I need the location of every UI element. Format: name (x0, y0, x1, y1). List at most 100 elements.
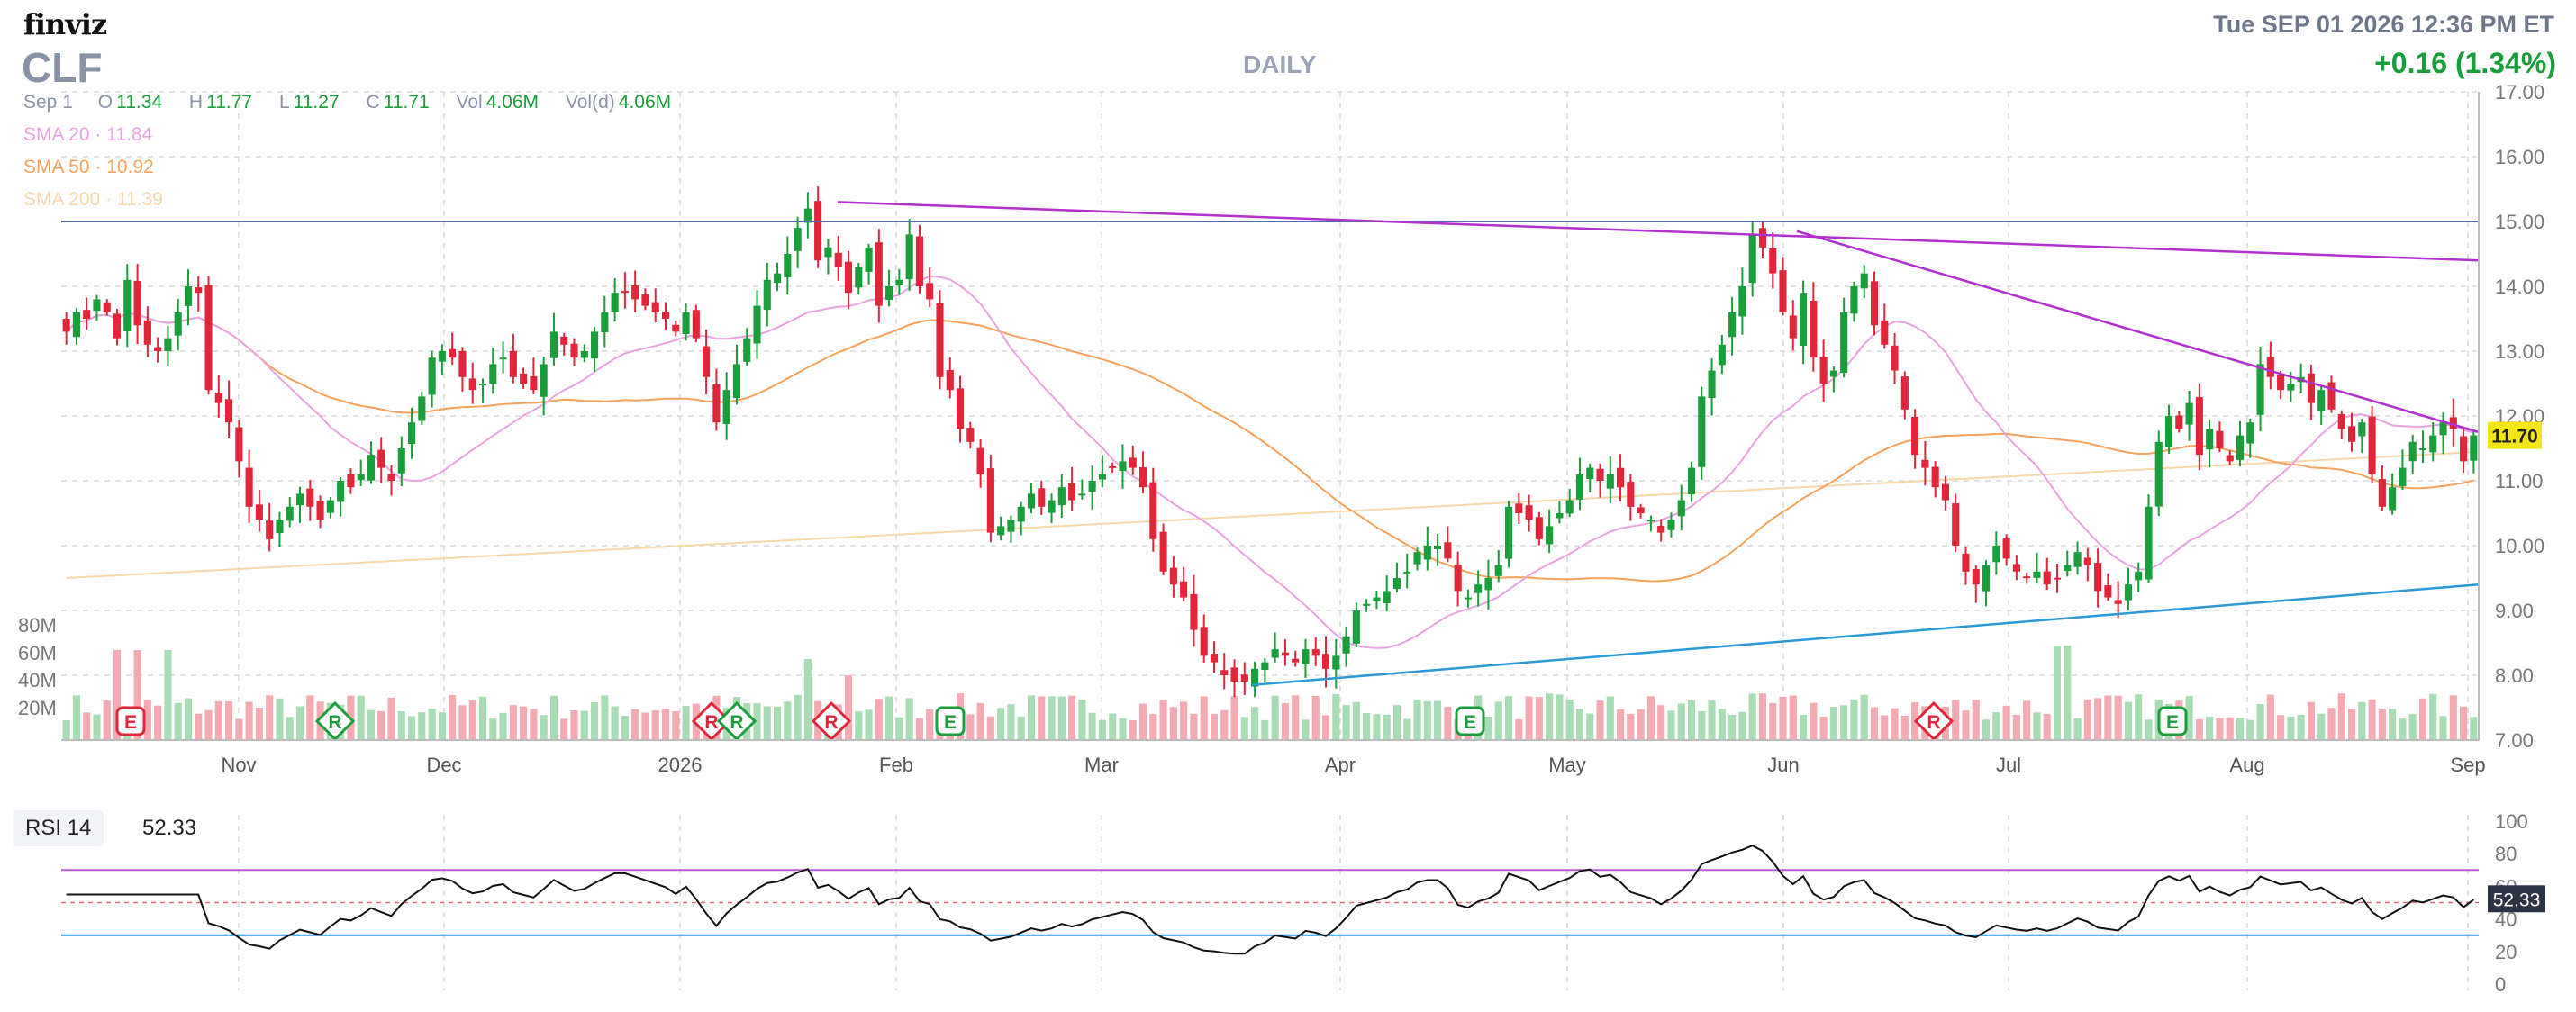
rsi-last-badge (2488, 885, 2545, 913)
candle-body (803, 208, 812, 223)
volume-bar (1220, 709, 1229, 740)
candle-body (1434, 546, 1442, 550)
candle-body (1504, 506, 1513, 559)
candle-body (1758, 228, 1767, 248)
candle-body (936, 303, 944, 377)
sma20-legend[interactable]: SMA 20 · 11.84 (23, 124, 153, 145)
volume-bar (1392, 705, 1401, 740)
high-label: H (188, 92, 204, 113)
ticker-symbol: CLF (22, 44, 103, 91)
volume-bar (2287, 716, 2295, 740)
x-tick-label: Jun (1767, 754, 1799, 776)
volume-bar (1088, 712, 1096, 740)
rsi-indicator-label[interactable]: RSI 14 (13, 810, 104, 846)
volume-bar (641, 712, 649, 740)
volume-bar (1606, 696, 1614, 740)
volume-bar (428, 709, 436, 740)
volume-bar (1200, 696, 1208, 740)
low-label: L (278, 92, 290, 113)
volume-bar (2185, 696, 2193, 740)
volume-bar (651, 710, 659, 740)
candle-body (651, 302, 659, 312)
candle-body (377, 449, 385, 468)
candle-body (2185, 402, 2193, 425)
volume-bar (468, 700, 476, 740)
candle-body (2460, 436, 2468, 462)
volume-bar (1180, 701, 1188, 740)
volume-tick-label: 80M (18, 614, 57, 637)
volume-bar (1962, 710, 1970, 740)
y-tick-label: 15.00 (2495, 211, 2544, 233)
candle-body (245, 467, 253, 507)
volume-tick-label: 40M (18, 669, 57, 691)
x-tick-label: May (1548, 754, 1586, 776)
chart-period[interactable]: DAILY (1243, 50, 1317, 78)
candle-body (2064, 565, 2072, 572)
candle-body (103, 302, 111, 312)
y-tick-label: 14.00 (2495, 276, 2544, 298)
candle-body (712, 384, 721, 423)
event-marker-letter: R (328, 712, 341, 733)
y-tick-label: 13.00 (2495, 340, 2544, 363)
volume-bar (83, 712, 91, 740)
volume-bar (2226, 717, 2234, 740)
volume-bar (601, 695, 609, 740)
candle-body (428, 357, 436, 395)
candle-body (1129, 457, 1137, 468)
event-marker-letter: E (124, 712, 137, 733)
candle-body (875, 242, 883, 306)
volume-bar (1546, 693, 1554, 740)
candle-body (2226, 455, 2234, 462)
volume-bar (1952, 700, 1960, 740)
volume-bar (1261, 719, 1269, 740)
candle-body (661, 311, 670, 319)
candle-body (2408, 441, 2417, 462)
volume-bar (1423, 700, 1431, 740)
candle-body (164, 338, 172, 352)
finviz-logo[interactable]: finviz (23, 7, 107, 41)
earnings-marker (935, 706, 966, 736)
sma200-legend[interactable]: SMA 200 · 11.39 (23, 189, 163, 210)
volume-bar (560, 718, 568, 740)
sma50-legend[interactable]: SMA 50 · 10.92 (23, 157, 154, 177)
volume-bar (408, 716, 416, 740)
volume-bar (2307, 701, 2315, 740)
volume-bar (286, 717, 294, 740)
rsi-tick-label: 80 (2495, 843, 2517, 865)
y-tick-label: 7.00 (2495, 729, 2534, 752)
candle-body (1657, 526, 1665, 533)
candle-body (1556, 513, 1564, 519)
candle-body (1373, 597, 1381, 601)
volume-bar (794, 694, 802, 740)
candle-body (2073, 552, 2082, 567)
candle-body (1992, 546, 2000, 563)
candle-body (1311, 649, 1320, 656)
candle-body (1627, 482, 1635, 507)
volume-bar (1352, 701, 1360, 740)
candle-body (1829, 370, 1837, 377)
volume-bar (784, 701, 792, 740)
candle-body (2053, 577, 2062, 580)
volume-bar (1810, 702, 1818, 740)
candle-body (143, 320, 151, 345)
volume-bar (2236, 718, 2245, 740)
candle-body (976, 447, 984, 474)
volume-bar (966, 714, 975, 740)
candle-body (1261, 662, 1269, 671)
candle-body (1383, 591, 1391, 604)
volume-bar (1149, 714, 1157, 740)
volume-bar (2002, 705, 2010, 740)
candle-body (1169, 567, 1177, 585)
volume-bar (2327, 708, 2336, 740)
volume-bar (2104, 695, 2112, 740)
volume-bar (1819, 716, 1828, 740)
candle-body (1698, 396, 1706, 467)
candle-body (266, 520, 274, 539)
event-marker-letter: R (704, 712, 718, 733)
open-label: O (97, 92, 113, 113)
volume-bar (1758, 693, 1767, 740)
candle-body (357, 474, 365, 481)
candle-body (418, 396, 426, 421)
candle-body (2277, 375, 2285, 391)
